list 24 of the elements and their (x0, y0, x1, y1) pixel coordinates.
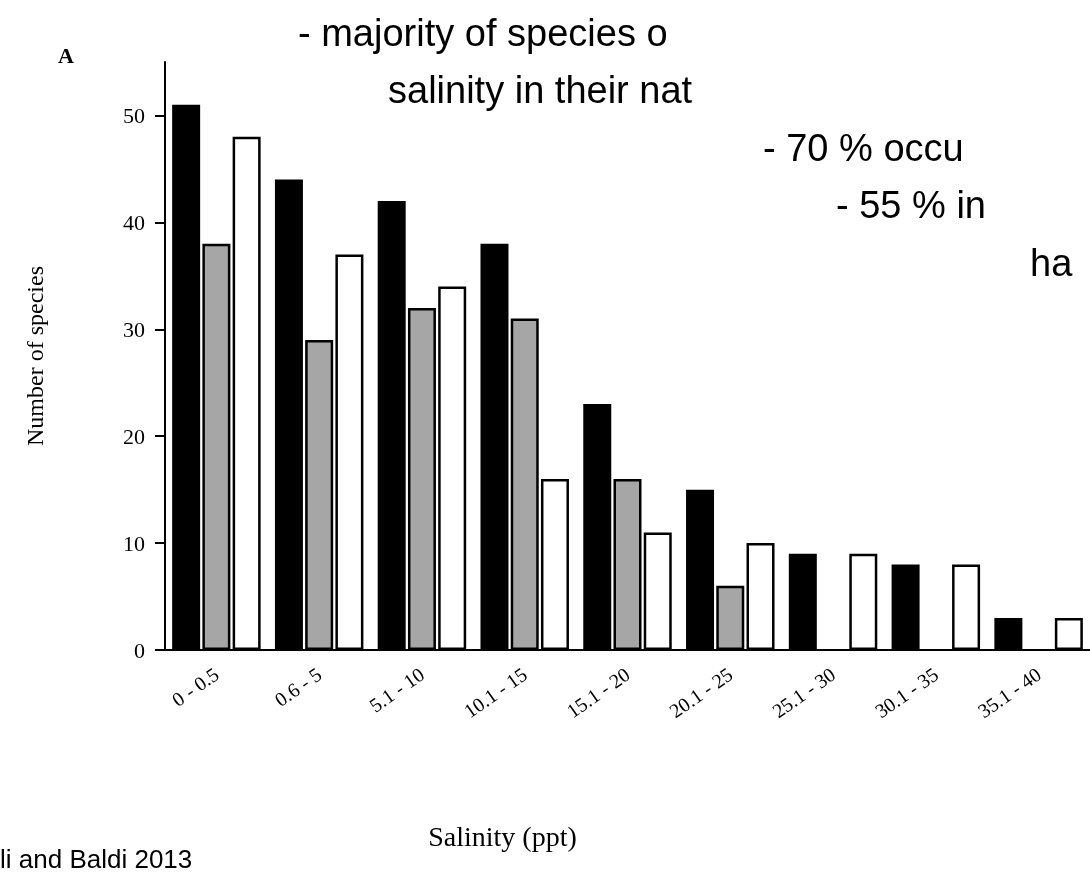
x-tick-label: 10.1 - 15 (459, 662, 532, 723)
annotation: ha (1030, 242, 1074, 284)
text: - majority of species o (298, 12, 668, 54)
y-tick-label: 10 (123, 530, 145, 556)
x-axis-title: Salinity (ppt) (428, 820, 577, 852)
x-tick-label: 35.1 - 40 (973, 662, 1045, 723)
x-tick-label: 30.1 - 35 (870, 662, 943, 723)
text: li and Baldi 2013 (0, 844, 193, 874)
x-tick-label: 20.1 - 25 (665, 662, 737, 723)
annotation: - 70 % occu (763, 127, 964, 169)
y-tick-label: 40 (123, 209, 145, 235)
x-tick-label: 0.6 - 5 (270, 662, 326, 711)
y-tick-label: 50 (123, 102, 145, 128)
annotation: salinity in their nat (388, 69, 693, 111)
y-tick-label: 0 (134, 637, 145, 663)
x-tick-label: 25.1 - 30 (768, 662, 840, 723)
x-tick-label: 15.1 - 20 (562, 662, 634, 723)
y-tick-label: 30 (123, 316, 145, 342)
y-axis-title: Number of species (22, 266, 48, 446)
x-tick-label: 5.1 - 10 (365, 662, 429, 717)
text: A (58, 42, 74, 68)
x-tick-label: 0 - 0.5 (167, 662, 223, 711)
y-tick-label: 20 (123, 423, 145, 449)
annotation: - 55 % in (836, 184, 986, 226)
